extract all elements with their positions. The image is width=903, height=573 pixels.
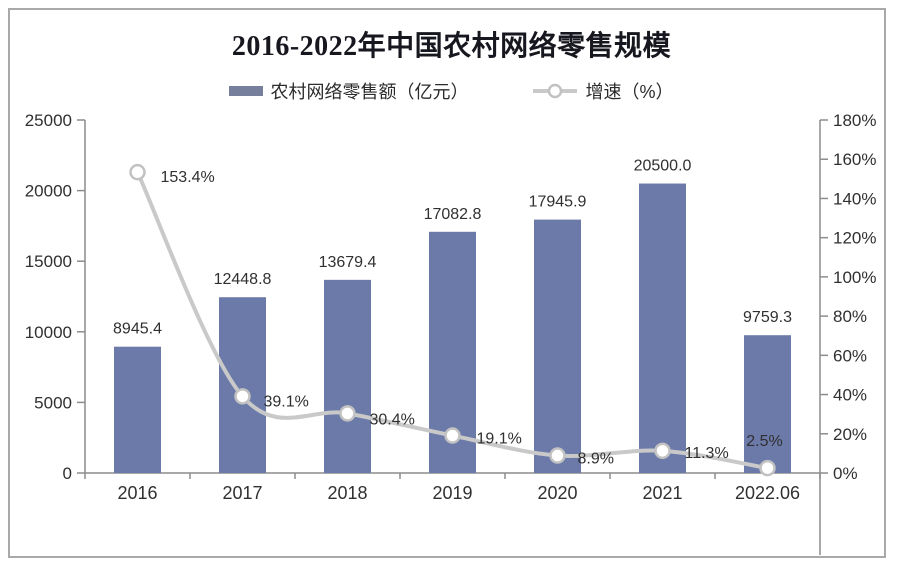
line-value-label: 2.5% [746, 433, 782, 450]
bar-value-label: 17945.9 [529, 194, 587, 211]
line-marker [654, 442, 671, 460]
bar-value-label: 20500.0 [634, 158, 692, 175]
left-axis-tick-label: 15000 [25, 252, 72, 271]
bar-value-label: 17082.8 [424, 206, 482, 223]
right-axis-tick-label: 140% [833, 189, 876, 208]
line-marker [129, 163, 146, 181]
bar-value-label: 13679.4 [319, 254, 377, 271]
right-axis-tick-label: 160% [833, 150, 876, 169]
line-marker [339, 405, 356, 422]
line-value-label: 30.4% [370, 411, 415, 428]
bar-series-label: 农村网络零售额（亿元） [270, 82, 469, 102]
left-axis-tick-label: 5000 [34, 393, 72, 412]
line-marker [234, 388, 251, 405]
x-axis-category-label: 2021 [642, 483, 682, 503]
line-marker [444, 427, 461, 444]
x-axis-category-label: 2017 [222, 483, 262, 503]
x-axis-category-label: 2018 [327, 483, 367, 503]
right-axis-tick-label: 20% [833, 425, 867, 444]
line-series-label: 增速（%） [585, 82, 674, 102]
right-axis-tick-label: 80% [833, 307, 867, 326]
left-axis-tick-label: 0 [63, 464, 72, 483]
x-axis-category-label: 2019 [432, 483, 472, 503]
x-axis-category-label: 2022.06 [735, 483, 800, 503]
line-marker [549, 447, 566, 464]
chart-title: 2016-2022年中国农村网络零售规模 [231, 31, 672, 62]
bar-2017 [219, 297, 266, 473]
legend: 农村网络零售额（亿元） 增速（%） [0, 78, 903, 104]
line-value-label: 39.1% [264, 393, 309, 410]
right-axis-tick-label: 100% [833, 268, 876, 287]
line-value-label: 19.1% [477, 431, 522, 448]
bar-2020 [534, 219, 581, 473]
line-value-label: 8.9% [578, 451, 614, 468]
legend-item-line-series: 增速（%） [532, 78, 674, 104]
right-axis-tick-label: 40% [833, 386, 867, 405]
bar-2016 [114, 346, 161, 473]
line-marker [759, 459, 776, 477]
bar-2021 [639, 183, 686, 474]
legend-item-bar-series: 农村网络零售额（亿元） [229, 78, 468, 104]
bar-value-label: 8945.4 [113, 321, 162, 338]
bar-series-swatch [229, 86, 264, 96]
left-axis-tick-label: 10000 [25, 323, 72, 342]
bar-value-label: 9759.3 [743, 309, 792, 326]
x-axis-category-label: 2020 [537, 483, 577, 503]
bar-2018 [324, 279, 371, 473]
left-axis-tick-label: 25000 [25, 111, 72, 130]
right-axis-tick-label: 0% [833, 464, 858, 483]
left-axis-tick-label: 20000 [25, 182, 72, 201]
right-axis-tick-label: 120% [833, 229, 876, 248]
bar-value-label: 12448.8 [214, 271, 272, 288]
bar-2022.06 [744, 335, 791, 473]
right-axis-tick-label: 60% [833, 346, 867, 365]
x-axis-category-label: 2016 [117, 483, 157, 503]
line-value-label: 11.3% [685, 445, 729, 462]
right-axis-tick-label: 180% [833, 111, 876, 130]
line-series-swatch [533, 83, 578, 99]
line-value-label: 153.4% [161, 169, 215, 186]
